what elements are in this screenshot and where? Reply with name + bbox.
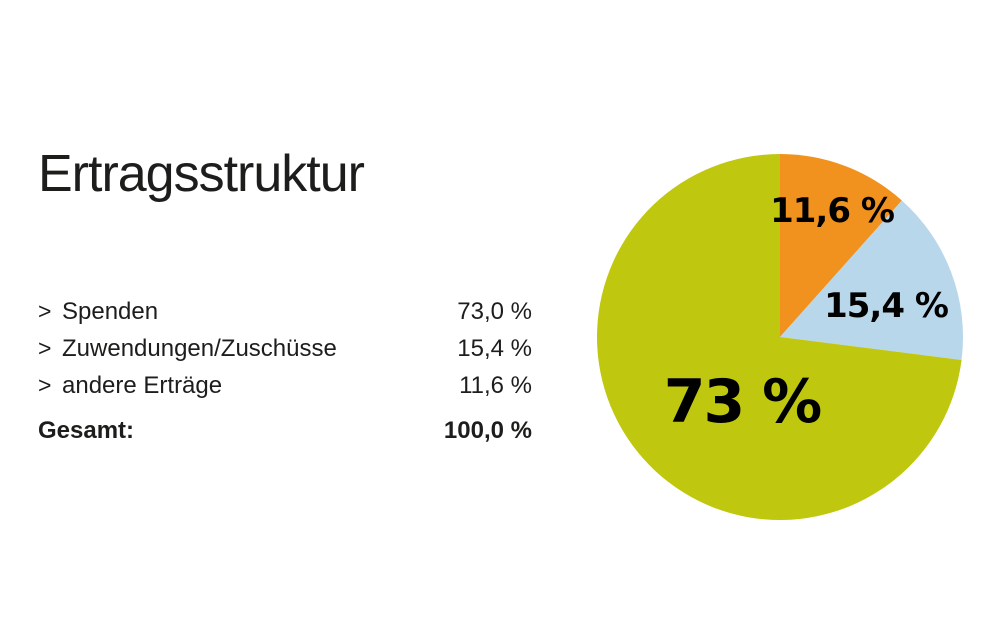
legend-item-label: Zuwendungen/Zuschüsse (62, 335, 337, 362)
legend-item-label: andere Erträge (62, 372, 223, 399)
chevron-right-icon: > (38, 372, 52, 398)
pie-slice-label-spenden: 73 % (663, 367, 823, 437)
legend-item-value: 73,0 % (457, 298, 532, 325)
legend-total-row: Gesamt: 100,0 % (38, 412, 532, 449)
legend-item-andere-ertraege: > andere Erträge 11,6 % (38, 367, 532, 404)
legend: > Spenden 73,0 % > Zuwendungen/Zuschüsse… (38, 293, 532, 449)
legend-total-label: Gesamt: (38, 417, 135, 444)
chevron-right-icon: > (38, 335, 52, 361)
legend-item-value: 11,6 % (459, 372, 532, 399)
pie-slice-spenden (597, 154, 962, 520)
chevron-right-icon: > (38, 298, 52, 324)
legend-item-value: 15,4 % (457, 335, 532, 362)
legend-item-spenden: > Spenden 73,0 % (38, 293, 532, 330)
legend-item-zuwendungen: > Zuwendungen/Zuschüsse 15,4 % (38, 330, 532, 367)
pie-slice-label-andere-ertraege: 11,6 % (770, 191, 895, 231)
pie-slice-zuwendungen-zusch-sse (780, 200, 964, 360)
pie-slice-label-zuwendungen: 15,4 % (824, 286, 949, 326)
legend-item-label: Spenden (62, 298, 159, 325)
pie-chart (597, 154, 964, 520)
legend-total-value: 100,0 % (443, 417, 532, 444)
page-title: Ertragsstruktur (38, 145, 365, 203)
pie-slice-andere-ertr-ge (780, 154, 902, 337)
